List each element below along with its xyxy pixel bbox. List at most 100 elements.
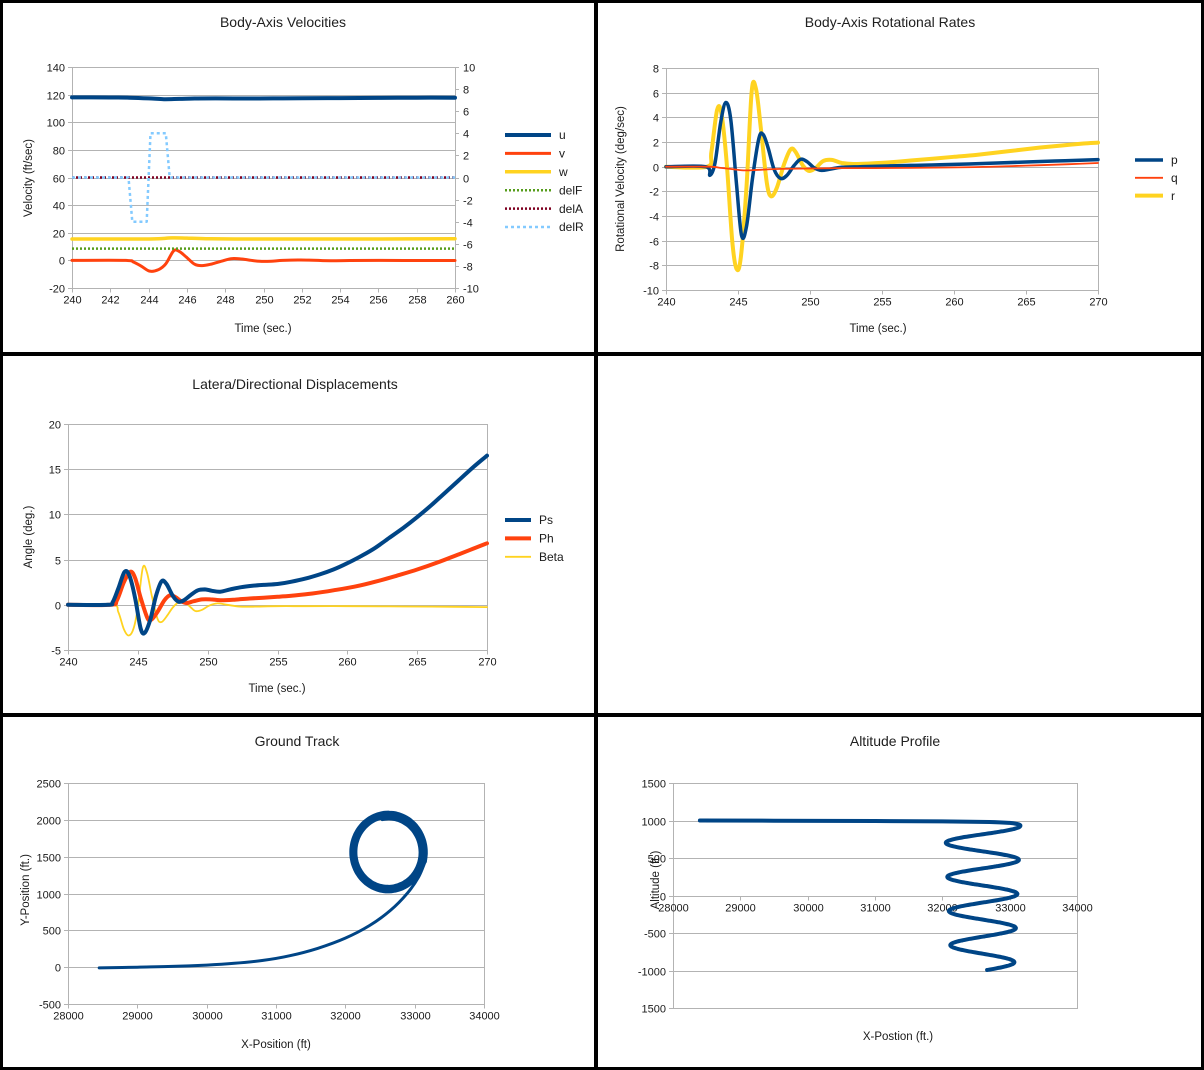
svg-text:2: 2 [653,137,659,149]
svg-text:0: 0 [55,600,61,612]
y-axis-title: Rotational Velocity (deg/sec) [615,106,627,252]
y-axis-title: Altitude (ft.) [650,850,662,910]
legend-label-Ph: Ph [539,532,554,546]
svg-text:10: 10 [463,62,475,74]
svg-text:2500: 2500 [37,778,61,790]
svg-text:242: 242 [101,295,119,307]
svg-text:60: 60 [53,173,65,185]
svg-text:250: 250 [255,295,273,307]
x-axis-title: X-Postion (ft.) [862,1031,934,1043]
svg-text:240: 240 [63,295,81,307]
svg-text:31000: 31000 [261,1011,292,1023]
svg-text:260: 260 [945,297,963,309]
chart-title-lateral-directional-displacements: Latera/Directional Displacements [192,376,398,392]
svg-text:-10: -10 [643,285,659,297]
svg-text:-500: -500 [644,928,666,940]
divider-horizontal-1 [0,352,1204,356]
svg-text:-4: -4 [649,211,659,223]
svg-text:8: 8 [653,63,659,75]
svg-text:8: 8 [463,84,469,96]
svg-text:245: 245 [129,657,147,669]
x-axis-title: Time (sec.) [234,323,292,335]
frame-right [1201,0,1204,1070]
frame-left [0,0,3,1070]
svg-text:2000: 2000 [37,815,61,827]
svg-text:-6: -6 [463,239,473,251]
svg-text:245: 245 [729,297,747,309]
svg-text:4: 4 [463,128,469,140]
y-axis-title: Angle (deg.) [23,505,35,569]
svg-text:33000: 33000 [400,1011,431,1023]
svg-text:100: 100 [47,117,65,129]
svg-text:0: 0 [653,162,659,174]
svg-text:270: 270 [478,657,496,669]
svg-text:254: 254 [331,295,349,307]
svg-text:28000: 28000 [53,1011,84,1023]
svg-text:252: 252 [293,295,311,307]
svg-text:256: 256 [369,295,387,307]
svg-text:246: 246 [178,295,196,307]
svg-text:0: 0 [660,891,666,903]
empty-cell [598,356,1201,713]
svg-text:-8: -8 [463,261,473,273]
body-axis-velocities-plot: 140120100806040200-201086420-2-4-6-8-102… [47,62,584,307]
svg-text:244: 244 [140,295,158,307]
divider-horizontal-2 [0,713,1204,717]
divider-vertical [594,0,598,1070]
svg-text:-20: -20 [49,283,65,295]
svg-text:33000: 33000 [995,903,1026,915]
svg-text:29000: 29000 [725,903,756,915]
svg-text:32000: 32000 [330,1011,361,1023]
frame-bottom [0,1067,1204,1070]
svg-text:10: 10 [49,509,61,521]
svg-text:-5: -5 [51,645,61,657]
svg-text:500: 500 [43,925,61,937]
svg-text:265: 265 [1017,297,1035,309]
svg-text:120: 120 [47,90,65,102]
chart-title-ground-track: Ground Track [254,733,340,749]
svg-text:1500: 1500 [642,778,666,790]
legend-label-r: r [1171,189,1175,203]
svg-text:250: 250 [199,657,217,669]
svg-text:5: 5 [55,555,61,567]
legend-label-delF: delF [559,183,582,197]
legend-label-delR: delR [559,220,584,234]
chart-cell-lateral-directional-displacements: 20 15 10 5 0 -5 240 245 250 255 260 265 270 Ps Ph Beta … [3,356,594,713]
legend-label-w: w [558,165,568,179]
legend-label-u: u [559,128,566,142]
svg-text:258: 258 [408,295,426,307]
x-axis-title: X-Position (ft) [241,1039,311,1051]
chart-cell-body-axis-rotational-rates: 8 6 4 2 0 -2 -4 -6 -8 -10 240 245 250 255 260 265 270 p q r… [598,3,1201,352]
svg-text:250: 250 [801,297,819,309]
svg-text:1000: 1000 [642,816,666,828]
svg-text:240: 240 [59,657,77,669]
svg-text:260: 260 [446,295,464,307]
svg-text:30000: 30000 [192,1011,223,1023]
svg-text:6: 6 [653,88,659,100]
svg-text:1500: 1500 [37,852,61,864]
svg-text:-8: -8 [649,260,659,272]
legend-label-q: q [1171,171,1178,185]
svg-text:40: 40 [53,200,65,212]
chart-title-altitude-profile: Altitude Profile [849,733,941,749]
svg-text:-6: -6 [649,236,659,248]
frame-top [0,0,1204,3]
svg-text:248: 248 [216,295,234,307]
x-axis-title: Time (sec.) [849,323,907,335]
chart-cell-body-axis-velocities: 140 120 100 80 60 40 20 0 -20 10 8 6 4 2 0 -2 -4 -6 -8 -10 2… [3,3,594,352]
legend-label-v: v [559,147,565,161]
chart-title-body-axis-velocities: Body-Axis Velocities [219,14,347,30]
svg-text:0: 0 [59,255,65,267]
altitude-profile-plot: 1500 1000 500 0 -500 -1000 1500 28000 29000 30000… [638,778,1093,1015]
chart-cell-altitude-profile: 1500 1000 500 0 -500 -1000 1500 28000 29000 30000… [598,717,1201,1067]
svg-text:29000: 29000 [122,1011,153,1023]
svg-text:240: 240 [657,297,675,309]
legend-label-Ps: Ps [539,513,553,527]
svg-text:140: 140 [47,62,65,74]
svg-text:265: 265 [408,657,426,669]
svg-text:-500: -500 [39,999,61,1011]
svg-text:-2: -2 [463,195,473,207]
svg-text:-1000: -1000 [638,966,666,978]
